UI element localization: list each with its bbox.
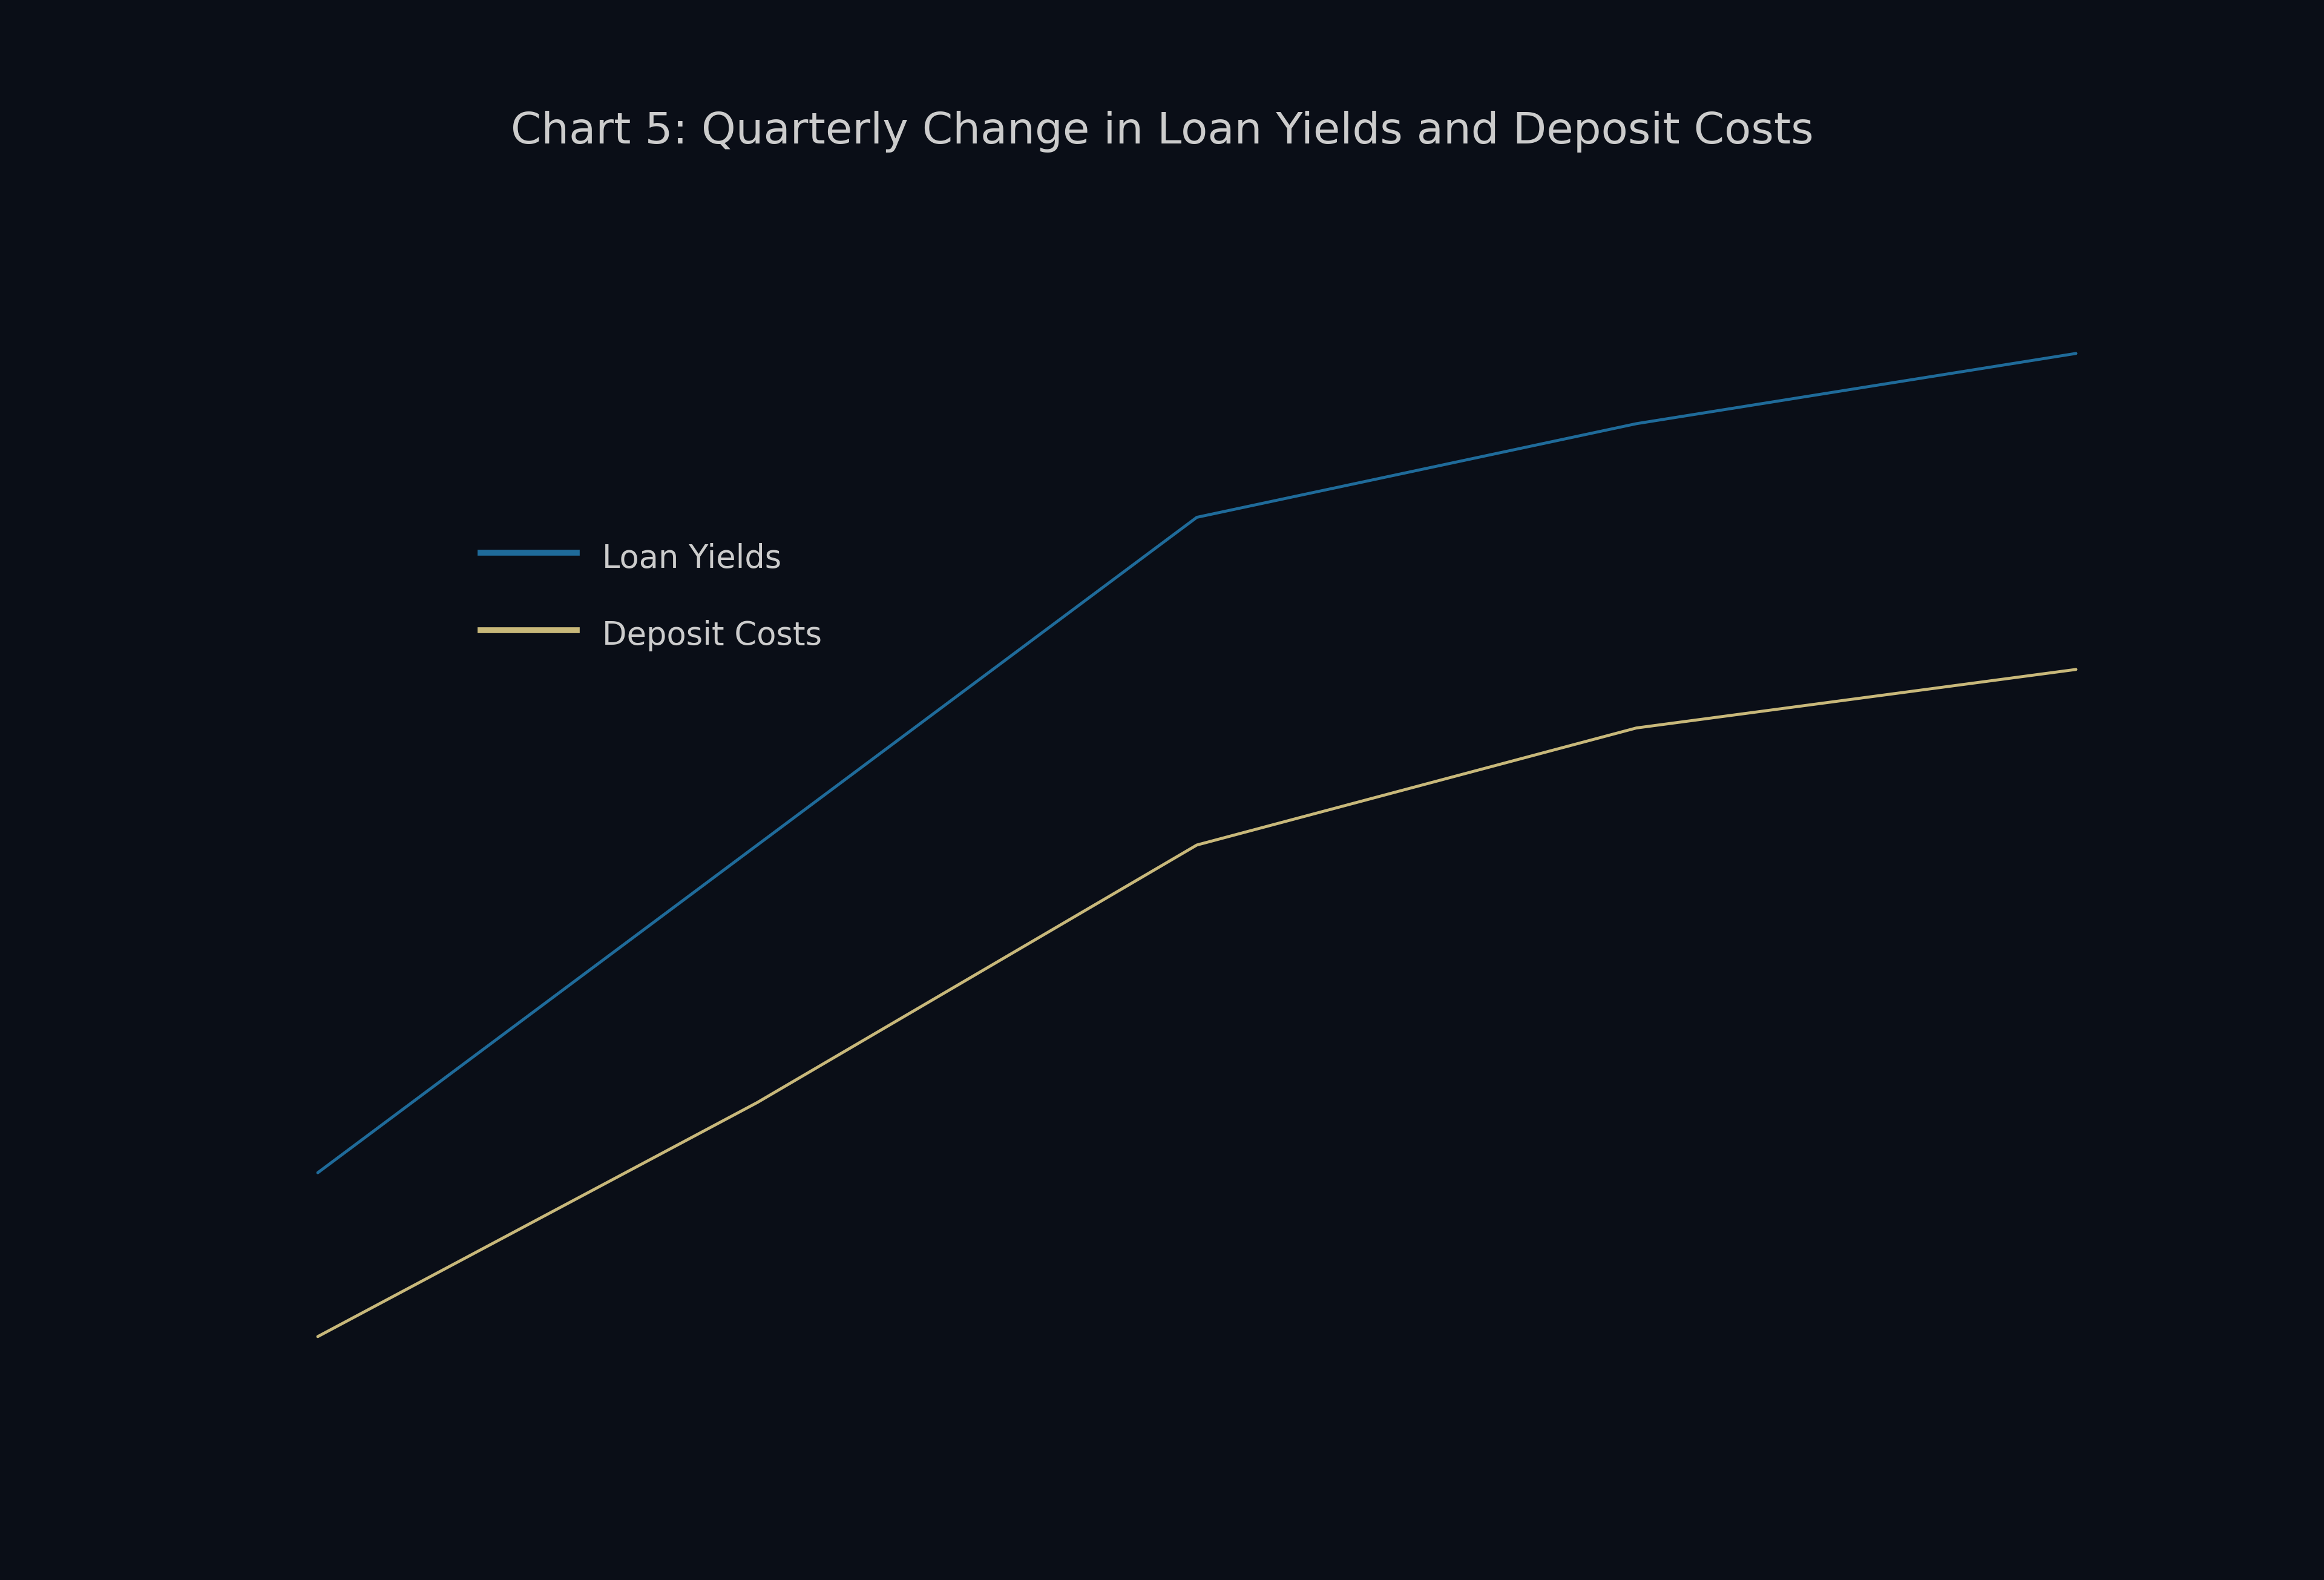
Text: Chart 5: Quarterly Change in Loan Yields and Deposit Costs: Chart 5: Quarterly Change in Loan Yields…	[511, 111, 1813, 152]
Legend: Loan Yields, Deposit Costs: Loan Yields, Deposit Costs	[465, 521, 839, 670]
